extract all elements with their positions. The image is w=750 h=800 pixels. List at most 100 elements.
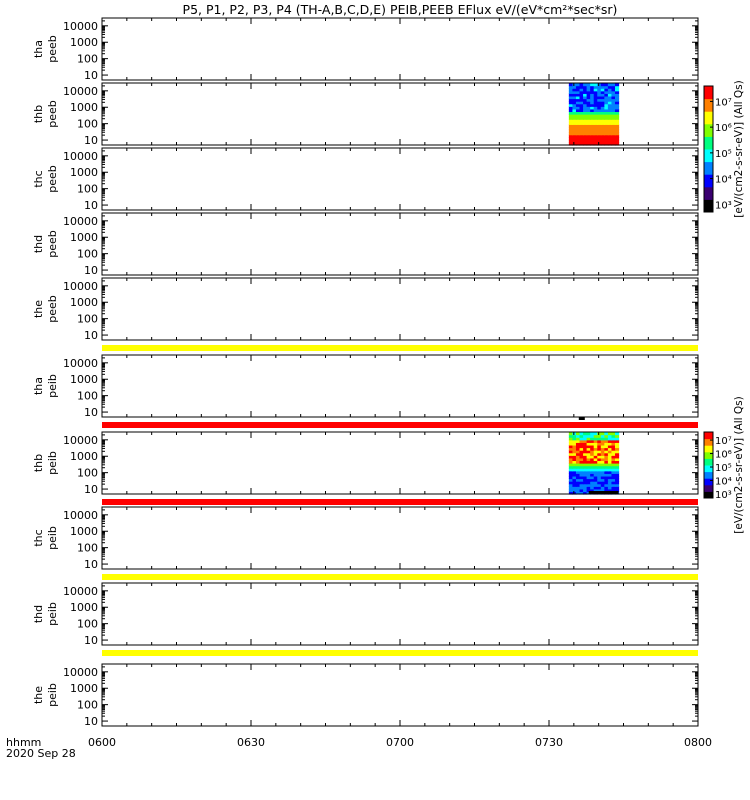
colorbar-tick-label: 10⁴ (715, 476, 732, 487)
spectrogram-cell (614, 434, 620, 438)
colorbar-segment (704, 491, 713, 499)
spectrogram-cell (590, 475, 595, 480)
spectrogram-cell (568, 108, 574, 113)
spectrogram-cell (568, 103, 574, 107)
spectrogram-cell (604, 139, 609, 144)
spectrogram-cell (575, 90, 581, 94)
spectrogram-cell (583, 126, 588, 131)
spectrogram-cell (607, 90, 613, 94)
spectrogram-cell (590, 439, 595, 443)
spectrogram-cell (604, 465, 609, 469)
spectrogram-cell (611, 473, 616, 477)
spectrogram-cell (568, 134, 574, 138)
spectrogram-cell (572, 432, 577, 436)
spectrogram-cell (590, 116, 595, 120)
spectrogram-cell (572, 465, 577, 469)
spectrogram-cell (604, 460, 609, 464)
spectrogram-cell (590, 119, 595, 123)
spectrogram-cell (607, 465, 613, 469)
time-axis: 0600 0630 0700 0730 0800 (88, 736, 712, 749)
spectrogram-cell (568, 126, 574, 131)
spectrogram-cell (586, 452, 591, 456)
spectrogram-cell (604, 129, 609, 133)
y-tick-label: 10 (84, 406, 98, 419)
spectrogram-cell (607, 116, 613, 120)
y-tick-label: 100 (77, 118, 98, 131)
spectrogram-cell (568, 465, 574, 469)
spectrogram-cell (590, 126, 595, 131)
spectrogram-cell (597, 98, 602, 102)
spectrogram-cell (604, 439, 609, 443)
missing-data-bar (102, 422, 698, 428)
spectrogram-cell (568, 142, 574, 146)
spectrogram-cell (600, 114, 605, 118)
spectrogram-cell (583, 142, 588, 146)
spectrogram-cell (607, 475, 613, 480)
spectrogram-cell (604, 437, 609, 441)
spectrogram-cell (607, 126, 613, 131)
colorbar-segment (704, 484, 713, 492)
colorbar-segment (704, 465, 713, 473)
spectrogram-cell (614, 486, 620, 490)
spectrogram-cell (586, 119, 591, 123)
spectrogram-cell (614, 450, 620, 454)
spectrogram-cell (597, 137, 602, 141)
spectrogram-cell (583, 470, 588, 474)
spectrogram-cell (597, 129, 602, 133)
spectrogram-cell (572, 457, 577, 462)
spectrogram-cell (579, 442, 584, 446)
y-tick-label: 10 (84, 715, 98, 728)
panel-frame (101, 354, 699, 418)
spectrogram-cell (600, 126, 605, 131)
spectrogram-cell (590, 88, 595, 92)
spectrogram-cell (579, 452, 584, 456)
spectrogram-cell (614, 468, 620, 472)
spectrogram-cell (593, 486, 598, 490)
spectrogram-cell (586, 137, 591, 141)
spectrogram-cell (597, 114, 602, 118)
spectrogram-cell (586, 455, 591, 459)
spectrogram-cell (611, 121, 616, 125)
spectrogram-cell (611, 119, 616, 123)
spectrogram-cell (590, 90, 595, 94)
y-tick-label: 100 (77, 618, 98, 631)
spectrogram-cell (611, 116, 616, 120)
spectrogram-cell (579, 116, 584, 120)
spectrogram-cell (607, 132, 613, 136)
spectrogram-cell (568, 83, 574, 87)
spectrogram-cell (583, 465, 588, 469)
spectrogram-cell (611, 465, 616, 469)
spectrogram-cell (579, 475, 584, 480)
spectrogram-cell (568, 468, 574, 472)
spectrogram-cell (611, 488, 616, 493)
spectrogram-cell (586, 486, 591, 490)
spectrogram-cell (590, 139, 595, 144)
spectrogram-cell (590, 452, 595, 456)
spectrogram-cell (597, 134, 602, 138)
spectrogram-cell (579, 463, 584, 467)
spectrogram-cell (586, 491, 591, 495)
spectrogram-cell (607, 481, 613, 485)
colorbar-segment (704, 445, 713, 453)
spectrogram-cell (593, 455, 598, 459)
spectrogram-cell (611, 463, 616, 467)
spectrogram-cell (600, 463, 605, 467)
spectrogram-cell (614, 85, 620, 89)
spectrogram-cell (588, 491, 619, 494)
spectrogram-cell (568, 481, 574, 485)
y-tick-label: 10 (84, 199, 98, 212)
spectrogram-cell (604, 103, 609, 107)
spectrogram-cell (579, 126, 584, 131)
spectrogram-cell (568, 88, 574, 92)
spectrogram-cell (568, 119, 574, 123)
spectrogram-cell (583, 83, 588, 87)
spectrogram-cell (590, 142, 595, 146)
spectrogram-cell (604, 83, 609, 87)
spectrogram-cell (575, 108, 581, 113)
spectrogram-cell (572, 98, 577, 102)
spectrogram-cell (590, 444, 595, 449)
spectrogram-cell (611, 137, 616, 141)
spectrogram-cell (597, 455, 602, 459)
spectrogram-cell (593, 447, 598, 451)
spectrogram-cell (604, 121, 609, 125)
